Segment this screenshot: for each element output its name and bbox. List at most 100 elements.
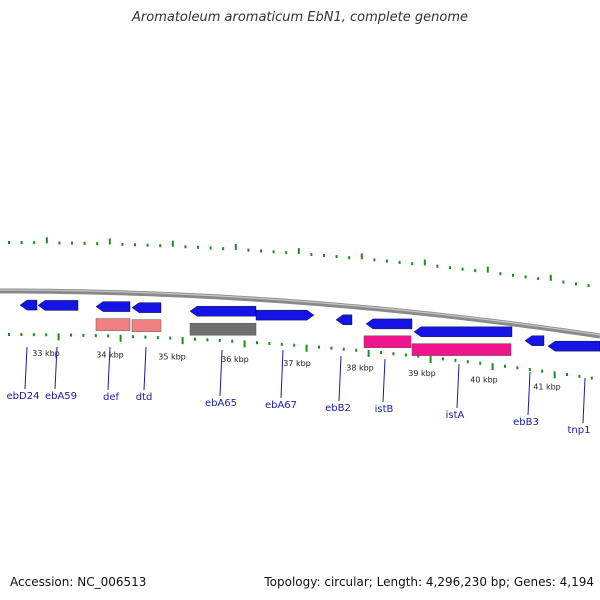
inner-tick <box>293 343 296 347</box>
inner-tick <box>280 342 283 346</box>
outer-tick <box>461 267 464 271</box>
outer-tick <box>373 258 376 262</box>
kbp-label: 35 kbp <box>158 352 186 361</box>
gene-leader-line <box>24 346 28 390</box>
gene-leader-line <box>143 346 147 391</box>
outer-tick <box>512 273 514 277</box>
inner-tick <box>194 337 196 341</box>
inner-tick <box>268 342 271 346</box>
gene-labels: ebD24 ebA59 def dtd ebA65 ebA67 ebB2 istB istA eb… <box>7 391 591 436</box>
inner-tick <box>8 333 10 337</box>
inner-tick <box>380 351 382 355</box>
gene-block <box>95 318 131 331</box>
inner-tick <box>94 334 97 338</box>
outer-tick <box>310 253 313 257</box>
inner-tick <box>553 371 556 379</box>
gene-track <box>19 299 600 356</box>
gene-arrow <box>413 326 513 337</box>
gene-arrow <box>255 309 315 321</box>
gene-label-leaders <box>24 346 586 424</box>
gene-leader-line <box>338 355 342 402</box>
outer-tick <box>108 238 111 245</box>
gene-leader-line <box>219 349 223 397</box>
inner-tick <box>119 334 122 342</box>
inner-tick <box>479 361 482 365</box>
gene-label: istA <box>446 410 465 421</box>
gene-label: ebA65 <box>205 398 237 409</box>
kbp-label: 33 kbp <box>32 349 60 358</box>
gene-label: istB <box>375 404 394 415</box>
outer-tick <box>159 244 162 248</box>
inner-tick <box>330 346 333 350</box>
backbone-line <box>0 288 600 339</box>
outer-tick <box>335 255 338 259</box>
inner-tick <box>231 339 234 343</box>
outer-tick <box>260 249 262 253</box>
gene-label: ebA67 <box>265 400 297 411</box>
inner-tick-track <box>8 333 593 380</box>
inner-tick <box>429 356 432 364</box>
outer-tick <box>20 241 23 245</box>
kbp-label: 40 kbp <box>470 375 498 384</box>
outer-tick <box>96 242 99 246</box>
outer-tick <box>234 243 237 250</box>
outer-tick <box>121 242 124 246</box>
outer-tick <box>146 243 149 247</box>
outer-tick <box>272 250 275 254</box>
gene-label: ebA59 <box>45 391 77 402</box>
gene-arrow <box>547 340 600 352</box>
gene-label: def <box>103 392 120 403</box>
outer-tick <box>33 241 36 245</box>
inner-tick <box>528 367 531 371</box>
gene-block <box>411 343 512 356</box>
outer-tick <box>524 275 527 279</box>
inner-tick <box>70 333 72 337</box>
gene-leader-line <box>382 358 386 403</box>
gene-label: ebD24 <box>7 391 40 402</box>
inner-tick <box>32 333 35 337</box>
outer-tick <box>184 245 187 249</box>
kbp-label: 41 kbp <box>533 383 561 392</box>
outer-tick <box>58 241 61 245</box>
gene-arrow <box>131 302 162 313</box>
inner-tick <box>169 336 172 340</box>
outer-tick <box>45 237 48 244</box>
inner-tick <box>355 348 358 352</box>
inner-tick <box>392 352 395 356</box>
outer-tick <box>537 277 540 281</box>
gene-label: tnp1 <box>568 425 591 436</box>
gene-leader-line <box>527 371 531 416</box>
gene-leader-line <box>582 377 586 424</box>
inner-tick <box>206 338 209 342</box>
outer-tick <box>562 280 565 284</box>
gene-arrow <box>335 314 353 325</box>
inner-tick <box>342 347 345 351</box>
outer-tick <box>8 241 10 245</box>
inner-tick <box>107 334 110 338</box>
outer-tick <box>411 262 414 266</box>
inner-tick <box>491 363 494 371</box>
topology-text: Topology: circular; Length: 4,296,230 bp… <box>264 575 594 589</box>
gene-label: dtd <box>136 392 153 403</box>
inner-tick <box>156 336 159 340</box>
gene-leader-line <box>280 349 284 399</box>
backbone-highlight <box>0 289 600 336</box>
outer-tick <box>499 272 502 276</box>
inner-tick <box>45 333 48 337</box>
gene-arrow <box>95 301 131 312</box>
inner-tick <box>367 349 370 357</box>
inner-tick <box>504 364 506 368</box>
inner-tick <box>144 335 147 339</box>
outer-tick <box>423 259 426 266</box>
inner-tick <box>417 354 420 358</box>
inner-tick <box>20 333 23 337</box>
outer-tick-track <box>8 237 590 288</box>
outer-tick <box>549 274 552 281</box>
inner-tick <box>305 344 308 352</box>
gene-label: ebB3 <box>513 417 539 428</box>
inner-tick <box>590 376 593 380</box>
inner-tick <box>442 357 444 361</box>
inner-tick <box>132 335 134 339</box>
outer-tick <box>71 241 73 245</box>
